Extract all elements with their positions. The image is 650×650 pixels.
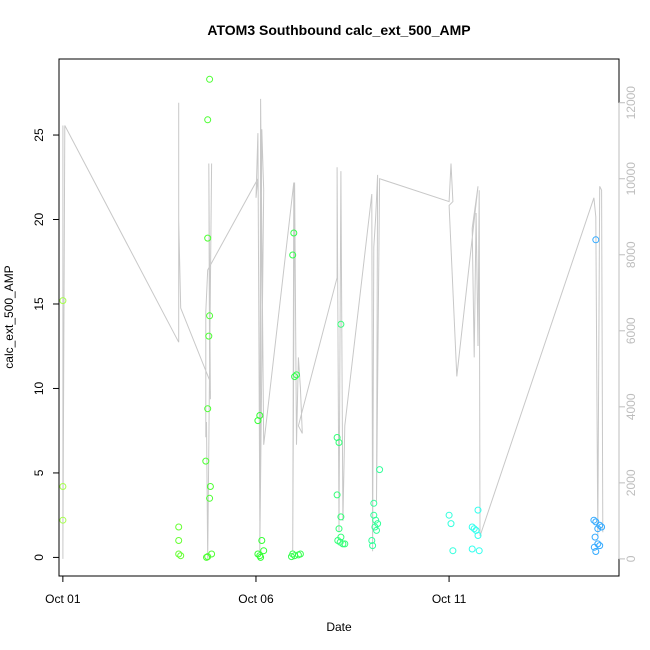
data-point <box>175 523 183 531</box>
y-tick-label: 5 <box>32 469 46 476</box>
data-point <box>335 439 343 446</box>
data-point <box>257 553 265 561</box>
x-tick-label: Oct 06 <box>238 592 274 606</box>
data-point <box>594 525 602 533</box>
data-point <box>337 513 345 521</box>
data-point <box>371 523 379 531</box>
data-point <box>337 320 345 328</box>
right-y-tick-label: 2000 <box>624 469 638 496</box>
right-y-tick-label: 12000 <box>624 86 638 120</box>
data-point <box>596 521 604 529</box>
data-point <box>592 518 600 526</box>
data-point <box>373 526 380 534</box>
data-point <box>177 552 185 560</box>
data-point <box>368 537 376 544</box>
data-point <box>204 553 212 561</box>
y-axis-label: calc_ext_500_AMP <box>2 265 16 368</box>
right-y-axis: 0 2000 4000 6000 8000 10000 12000 <box>618 86 638 562</box>
data-point <box>370 499 378 507</box>
data-point <box>175 537 183 544</box>
data-point <box>291 373 299 381</box>
data-point <box>474 506 482 514</box>
data-point <box>290 229 298 237</box>
data-point <box>336 538 344 546</box>
right-y-tick-label: 8000 <box>624 241 638 268</box>
data-point <box>206 75 214 83</box>
data-point <box>592 236 600 244</box>
data-point <box>206 312 214 320</box>
y-axis: 0 5 10 15 20 25 <box>32 128 60 561</box>
chart-title: ATOM3 Southbound calc_ext_500_AMP <box>207 22 470 38</box>
right-y-tick-label: 6000 <box>624 317 638 344</box>
data-point <box>474 532 482 539</box>
y-tick-label: 0 <box>32 554 46 561</box>
data-point <box>204 234 212 242</box>
x-axis: Oct 01 Oct 06 Oct 11 <box>45 575 467 606</box>
data-point <box>335 525 343 533</box>
data-point <box>591 533 599 541</box>
data-point <box>376 466 384 474</box>
data-point <box>258 537 266 544</box>
data-point <box>288 553 295 561</box>
data-point <box>590 543 598 551</box>
x-axis-label: Date <box>326 620 352 634</box>
data-point <box>333 491 341 499</box>
data-point <box>468 523 476 531</box>
right-y-tick-label: 0 <box>624 555 638 562</box>
line-series-layer <box>62 98 604 559</box>
data-point <box>206 494 214 502</box>
data-point <box>468 545 476 553</box>
right-y-tick-label: 4000 <box>624 393 638 420</box>
x-tick-label: Oct 01 <box>45 592 81 606</box>
data-point <box>470 525 478 533</box>
data-point <box>369 542 377 550</box>
data-point <box>449 547 457 555</box>
data-point <box>203 553 210 561</box>
y-tick-label: 25 <box>32 128 46 142</box>
data-point <box>592 548 600 555</box>
data-point <box>598 523 606 531</box>
data-point <box>475 547 483 555</box>
right-y-tick-label: 10000 <box>624 162 638 196</box>
data-point <box>202 457 210 465</box>
data-point <box>175 550 183 558</box>
data-point <box>260 547 268 555</box>
data-point <box>205 332 213 340</box>
data-point <box>447 520 455 528</box>
data-point <box>289 251 297 259</box>
data-point <box>206 483 214 490</box>
data-point <box>293 371 300 379</box>
data-point <box>254 417 262 425</box>
data-point <box>445 511 453 519</box>
data-point <box>59 297 67 305</box>
data-point <box>372 516 380 524</box>
data-point <box>296 550 304 558</box>
data-point <box>204 405 212 413</box>
y-tick-label: 20 <box>32 213 46 227</box>
data-point <box>204 116 212 124</box>
data-point <box>59 516 67 524</box>
series-line <box>62 98 604 559</box>
data-point <box>59 483 67 490</box>
y-tick-label: 10 <box>32 381 46 395</box>
data-point <box>590 516 598 524</box>
y-tick-label: 15 <box>32 297 46 311</box>
points-layer <box>59 75 606 561</box>
data-point <box>341 540 349 548</box>
x-tick-label: Oct 11 <box>432 592 467 606</box>
